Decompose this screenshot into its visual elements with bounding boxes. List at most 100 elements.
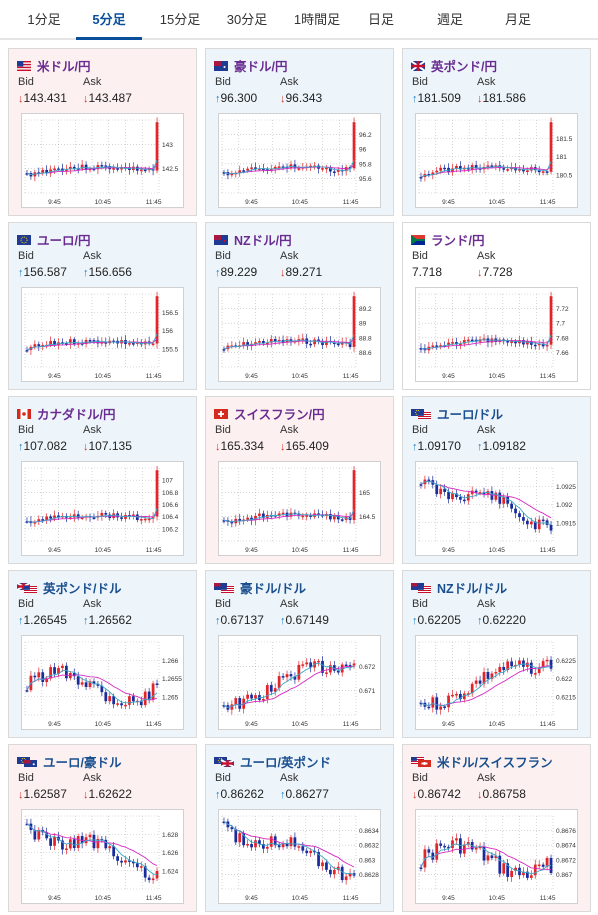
rate-card[interactable]: ランド/円 Bid Ask 7.718 ↓7.728 7.72 7.7 7.68 7.66 9:4… [402,222,591,390]
candle [143,518,147,521]
candle [135,342,139,344]
rate-card[interactable]: 豪ドル/円 Bid Ask ↑96.300 ↓96.343 96.2 96 95.8 95.6 9… [205,48,394,216]
pair-name-link[interactable]: カナダドル/円 [37,408,116,422]
pair-name-link[interactable]: 豪ドル/ドル [240,582,306,596]
candle [506,496,510,504]
ask-arrow-icon: ↓ [280,267,286,279]
tab-3[interactable]: 30分足 [226,12,268,27]
tab-4[interactable]: 1時間足 [293,12,341,27]
rate-card[interactable]: 英ポンド/円 Bid Ask ↑181.509 ↓181.586 181.5 181 180.… [402,48,591,216]
candle [478,492,482,494]
rate-card[interactable]: カナダドル/円 Bid Ask ↑107.082 ↓107.135 107 106.8 106… [8,396,197,564]
candle [451,168,454,173]
bid-value: 0.62205 [417,613,461,627]
y-tick-label: 106.6 [162,502,179,509]
candle [462,693,466,700]
pair-name-link[interactable]: ユーロ/円 [37,234,91,248]
candle [518,867,521,876]
candle [439,167,443,171]
pair-name-link[interactable]: NZドル/円 [234,234,292,248]
pair-name-link[interactable]: スイスフラン/円 [234,408,325,422]
rate-card[interactable]: ユーロ/英ポンド Bid Ask ↑0.86262 ↑0.86277 0.8634 0.86… [205,744,394,912]
price-chart[interactable]: 156.5 156 155.5 9:45 10:45 11:45 [21,287,184,382]
rate-card[interactable]: ユーロ/ドル Bid Ask ↑1.09170 ↑1.09182 1.0925 1.092 1… [402,396,591,564]
price-chart[interactable]: 165 164.5 9:45 10:45 11:45 [218,461,381,556]
pair-name-link[interactable]: NZドル/ドル [437,582,508,596]
tab-6[interactable]: 週足 [436,12,463,27]
bid-label: Bid [18,250,34,262]
card-header: 豪ドル/円 [214,56,389,74]
rate-card[interactable]: ユーロ/円 Bid Ask ↑156.587 ↑156.656 156.5 156 155.5… [8,222,197,390]
candle [88,834,92,838]
rate-card[interactable]: スイスフラン/円 Bid Ask ↓165.334 ↓165.409 165 164.5 9:… [205,396,394,564]
tab-7[interactable]: 月足 [504,12,531,27]
pair-name-link[interactable]: 英ポンド/ドル [43,582,122,596]
tab-1[interactable]: 5分足 [76,0,142,40]
bid-price: ↑0.67137 [215,613,264,627]
candle [250,517,253,521]
price-chart[interactable]: 89.2 89 88.8 88.6 9:45 10:45 11:45 [218,287,381,382]
pair-name-link[interactable]: 英ポンド/円 [431,60,497,74]
candle [321,341,324,345]
price-chart[interactable]: 0.8634 0.8632 0.863 0.8628 9:45 10:45 11:45 [218,809,381,904]
price-chart[interactable]: 1.266 1.2655 1.265 9:45 10:45 11:45 [21,635,184,730]
price-chart[interactable]: 0.8676 0.8674 0.8672 0.867 9:45 10:45 11:45 [415,809,578,904]
candle [325,862,328,870]
tab-0[interactable]: 1分足 [27,12,61,27]
pair-name-link[interactable]: 米ドル/スイスフラン [437,756,553,770]
price-chart[interactable]: 7.72 7.7 7.68 7.66 9:45 10:45 11:45 [415,287,578,382]
pair-name-link[interactable]: ユーロ/豪ドル [43,756,122,770]
rate-card[interactable]: NZドル/円 Bid Ask ↑89.229 ↓89.271 89.2 89 88.8 88.6… [205,222,394,390]
candle [33,829,37,840]
card-header: 豪ドル/ドル [214,578,389,596]
x-tick-label: 11:45 [146,895,162,902]
candle [139,519,143,521]
price-chart[interactable]: 96.2 96 95.8 95.6 9:45 10:45 11:45 [218,113,381,208]
rate-card[interactable]: 英ポンド/ドル Bid Ask ↑1.26545 ↑1.26562 1.266 1.2655… [8,570,197,738]
candle [506,341,510,343]
price-chart[interactable]: 143 142.5 9:45 10:45 11:45 [21,113,184,208]
candle [100,342,104,344]
rate-card[interactable]: 米ドル/スイスフラン Bid Ask ↓0.86742 ↓0.86758 0.8676 0.… [402,744,591,912]
pair-name-link[interactable]: ユーロ/ドル [437,408,503,422]
candle [72,673,76,677]
candle [451,694,454,697]
candle [309,343,313,346]
rate-card[interactable]: ユーロ/豪ドル Bid Ask ↓1.62587 ↓1.62622 1.628 1.626 1… [8,744,197,912]
bid-label: Bid [215,76,231,88]
candle [128,343,131,345]
pair-name-link[interactable]: ユーロ/英ポンド [240,756,331,770]
price-chart[interactable]: 0.672 0.671 9:45 10:45 11:45 [218,635,381,730]
rate-card[interactable]: 豪ドル/ドル Bid Ask ↑0.67137 ↑0.67149 0.672 0.671 9:… [205,570,394,738]
candle [514,508,517,514]
candle [254,167,257,169]
candle [281,166,285,168]
price-chart[interactable]: 107 106.8 106.6 106.4 106.2 9:45 10:45 11:45 [21,461,184,556]
candle [439,488,443,495]
rate-card[interactable]: 米ドル/円 Bid Ask ↓143.431 ↓143.487 143 142.5 9:45 1… [8,48,197,216]
price-chart[interactable]: 0.6225 0.622 0.6215 9:45 10:45 11:45 [415,635,578,730]
tab-5[interactable]: 日足 [367,12,394,27]
candle [132,861,135,864]
x-tick-label: 9:45 [245,895,258,902]
pair-name-link[interactable]: 米ドル/円 [37,60,91,74]
price-chart[interactable]: 1.628 1.626 1.624 9:45 10:45 11:45 [21,809,184,904]
candle [45,832,49,839]
y-tick-label: 0.8632 [359,843,379,850]
price-chart-svg: 0.8676 0.8674 0.8672 0.867 9:45 10:45 11:45 [418,815,576,902]
pair-name-link[interactable]: 豪ドル/円 [234,60,288,74]
y-tick-label: 165 [359,490,370,497]
price-chart[interactable]: 181.5 181 180.5 9:45 10:45 11:45 [415,113,578,208]
y-tick-label: 156 [162,328,173,335]
pair-name-link[interactable]: ランド/円 [431,234,485,248]
ask-value: 143.487 [88,91,132,105]
candle [65,169,68,171]
x-tick-label: 10:45 [489,895,506,902]
tab-2[interactable]: 15分足 [159,12,201,27]
candle [25,823,29,826]
candle [41,672,45,682]
candle [112,696,116,705]
rate-card[interactable]: NZドル/ドル Bid Ask ↑0.62205 ↑0.62220 0.6225 0.622… [402,570,591,738]
price-chart[interactable]: 1.0925 1.092 1.0915 9:45 10:45 11:45 [415,461,578,556]
candle [76,836,80,848]
